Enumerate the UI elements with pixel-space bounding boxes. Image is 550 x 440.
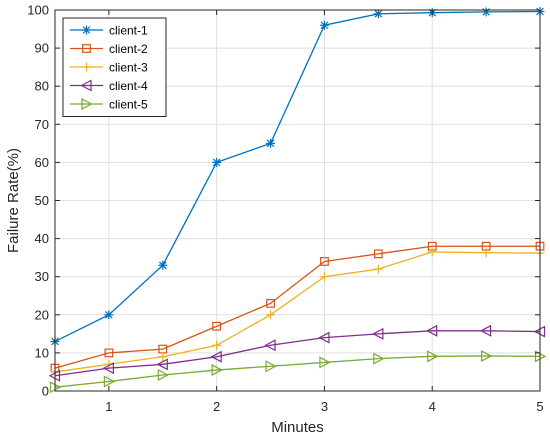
x-axis-label: Minutes [271,419,324,436]
data-point [212,157,222,167]
data-point [481,248,491,258]
series-group [48,7,547,394]
data-point [320,257,329,266]
data-point [104,310,114,320]
data-point [158,260,168,270]
data-point [373,352,385,365]
legend-item: client-5 [70,98,148,112]
legend-item: client-3 [70,61,148,75]
x-tick-label: 3 [321,399,328,414]
series-line [54,251,541,373]
legend-marker [82,25,91,35]
legend-label: client-1 [109,24,148,38]
legend-label: client-5 [109,98,148,112]
legend-label: client-3 [109,61,148,75]
data-point [427,350,439,363]
y-tick-label: 70 [35,117,49,132]
x-tick-label: 1 [105,399,112,414]
x-tick-label: 5 [536,399,543,414]
series-client-4 [48,324,546,382]
y-tick-label: 100 [27,3,49,18]
y-tick-label: 20 [35,307,49,322]
data-point [104,348,114,358]
legend-marker [82,44,91,53]
data-point [372,327,384,340]
data-point [479,324,492,337]
y-tick-label: 0 [42,384,49,399]
data-point [266,298,275,308]
y-tick-label: 40 [35,231,49,246]
y-tick-label: 10 [35,345,49,360]
data-point [212,321,222,331]
data-point [319,272,329,282]
legend-marker [80,79,92,92]
data-point [265,360,277,373]
series-line [54,245,540,369]
series-line [54,355,541,388]
data-point [210,350,222,363]
legend-item: client-2 [70,42,148,56]
data-point [425,324,438,337]
data-point [157,369,170,381]
legend-item: client-4 [70,79,148,93]
data-point [212,340,222,350]
x-tick-label: 2 [213,399,220,414]
data-point [266,138,276,148]
data-point [481,7,491,17]
y-tick-label: 30 [35,269,49,284]
data-point [427,247,437,257]
data-point [266,310,276,320]
legend-marker [82,62,91,72]
data-point [156,358,168,371]
legend-label: client-4 [109,79,148,93]
legend-item: client-1 [70,24,148,38]
legend-label: client-2 [109,42,148,56]
data-point [319,356,331,369]
data-point [373,249,383,259]
data-point [102,362,114,375]
data-point [264,339,276,352]
y-tick-label: 60 [35,155,49,170]
y-tick-label: 50 [35,193,49,208]
data-point [319,20,329,30]
series-line [54,330,541,377]
data-point [103,375,116,388]
y-axis-label: Failure Rate(%) [5,148,22,253]
data-point [373,9,383,19]
x-tick-label: 4 [429,399,436,414]
legend-marker [81,98,93,110]
data-point [158,352,168,362]
series-line [54,10,541,343]
data-point [481,349,493,362]
data-point [318,331,330,344]
y-tick-label: 90 [35,41,49,56]
y-tick-label: 80 [35,79,49,94]
data-point [211,364,223,377]
legend: client-1 client-2 client-3 client-4 client-5 [62,17,167,117]
data-point [373,264,383,274]
